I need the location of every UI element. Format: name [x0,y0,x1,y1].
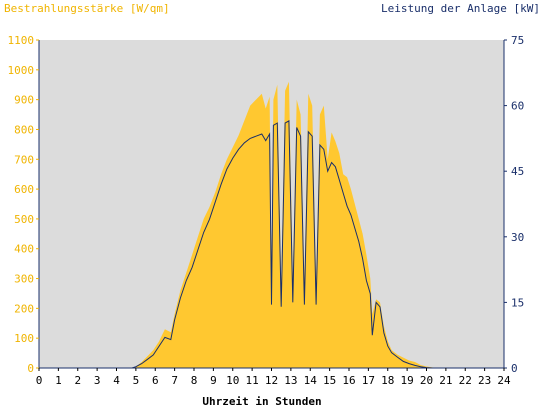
x-tick-label: 22 [459,374,472,387]
left-tick-label: 1100 [8,34,35,47]
x-tick-label: 9 [210,374,217,387]
x-tick-label: 8 [191,374,198,387]
right-tick-label: 30 [511,231,524,244]
x-tick-label: 6 [152,374,159,387]
right-tick-label: 60 [511,100,524,113]
x-tick-label: 7 [171,374,178,387]
left-tick-label: 500 [14,213,34,226]
x-axis-title: Uhrzeit in Stunden [202,395,321,408]
x-tick-label: 21 [439,374,452,387]
x-tick-label: 23 [478,374,491,387]
right-tick-label: 0 [511,362,518,375]
right-ticks: 0 15 30 45 60 75 [504,34,524,375]
x-tick-label: 18 [381,374,394,387]
left-tick-label: 100 [14,332,34,345]
left-tick-label: 600 [14,183,34,196]
x-tick-label: 5 [133,374,140,387]
x-tick-label: 20 [420,374,433,387]
x-tick-label: 4 [113,374,120,387]
x-tick-label: 17 [362,374,375,387]
x-tick-label: 14 [304,374,318,387]
irradiance-area-layer [132,81,439,368]
x-tick-label: 3 [94,374,101,387]
x-tick-label: 13 [284,374,297,387]
left-tick-label: 1000 [8,64,35,77]
x-tick-label: 1 [55,374,62,387]
left-ticks: 0 100 200 300 400 500 600 700 800 900 1000 1100 [8,34,39,375]
x-tick-label: 16 [342,374,355,387]
left-tick-label: 700 [14,153,34,166]
x-tick-label: 10 [226,374,239,387]
right-axis-title: Leistung der Anlage [kW] [381,2,540,15]
x-tick-label: 11 [246,374,259,387]
power-line-layer [39,120,504,369]
right-tick-label: 75 [511,34,524,47]
x-tick-label: 19 [401,374,414,387]
left-tick-label: 400 [14,243,34,256]
right-tick-label: 15 [511,296,524,309]
x-tick-label: 15 [323,374,336,387]
left-tick-label: 300 [14,273,34,286]
left-tick-label: 900 [14,94,34,107]
x-tick-label: 24 [497,374,511,387]
x-tick-label: 12 [265,374,278,387]
left-tick-label: 0 [27,362,34,375]
x-tick-label: 0 [36,374,43,387]
irradiance-area [132,81,439,368]
left-tick-label: 800 [14,123,34,136]
x-tick-label: 2 [74,374,81,387]
right-tick-label: 45 [511,165,524,178]
x-ticks: 0 1 2 3 4 5 6 7 8 9 10 11 12 13 14 15 16 17 18 19 20 21 22 23 24 [36,368,511,387]
left-tick-label: 200 [14,302,34,315]
power-line [39,120,504,369]
left-axis-title: Bestrahlungsstärke [W/qm] [4,2,170,15]
